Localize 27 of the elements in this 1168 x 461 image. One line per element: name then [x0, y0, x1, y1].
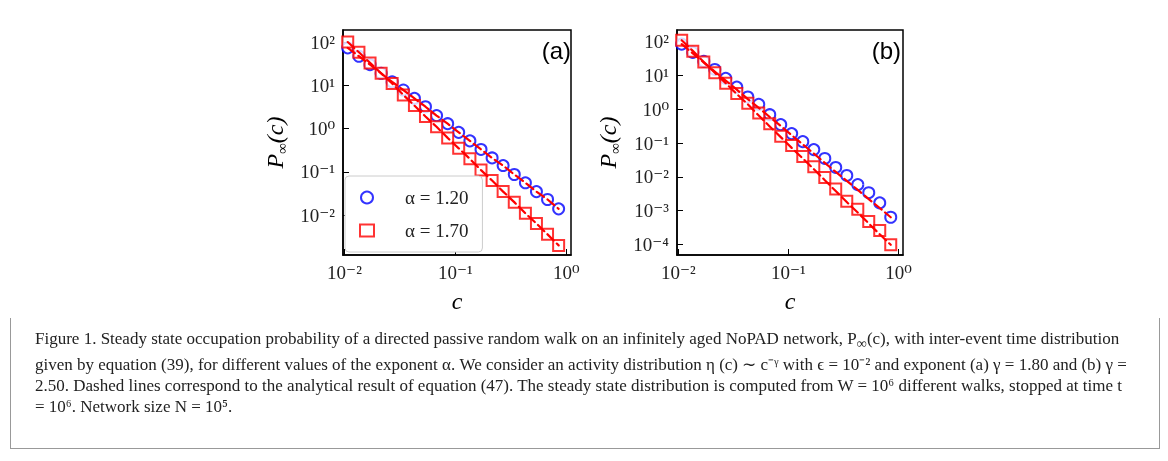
y-tick-label: 10⁰	[308, 118, 336, 140]
y-tick-label: 10²	[310, 31, 336, 53]
legend-label: α = 1.20	[405, 187, 469, 208]
x-tick-label: 10⁰	[553, 262, 581, 283]
y-tick-label: 10⁻²	[634, 166, 670, 188]
y-tick-label: 10⁻⁴	[633, 234, 670, 256]
y-tick-label: 10⁻¹	[300, 161, 336, 183]
x-axis-title: c	[451, 288, 463, 314]
y-tick-label: 10⁰	[642, 98, 670, 120]
y-tick-label: 10⁻³	[634, 200, 670, 222]
y-tick-label: 10¹	[310, 74, 336, 96]
x-tick-label: 10⁻²	[327, 262, 363, 283]
x-tick-label: 10⁻¹	[771, 262, 807, 283]
y-axis-title: P∞(c)	[594, 116, 623, 170]
x-tick-label: 10⁰	[885, 262, 913, 283]
caption: Figure 1. Steady state occupation probability of a directed passive random walk on an infinitely aged NoPAD network, P$_{∞}$(c), with inter-event time distribution given by equation (39), for different values of the exponent α. We consider an activity distribution η (c) ∼ c⁻ᵞ with ϵ = 10⁻² and exponent (a) γ = 1.80 and (b) γ = 2.50. Dashed lines correspond to the analytical result of equation (47). The steady state distribution is computed from W = 10⁶ different walks, stopped at time t = 10⁶. Network size N = 10⁵.	[10, 318, 1160, 449]
x-axis-title: c	[784, 288, 796, 314]
x-tick-label: 10⁻¹	[438, 262, 474, 283]
legend-label: α = 1.70	[405, 220, 469, 241]
annotation: (a)	[541, 36, 572, 64]
annotation: (b)	[871, 36, 902, 64]
y-tick-label: 10²	[644, 31, 670, 53]
y-tick-label: 10⁻¹	[634, 132, 670, 154]
y-tick-label: 10⁻²	[300, 204, 336, 226]
y-tick-label: 10¹	[644, 64, 670, 86]
x-tick-label: 10⁻²	[661, 262, 697, 283]
y-axis-title: P∞(c)	[261, 116, 290, 170]
